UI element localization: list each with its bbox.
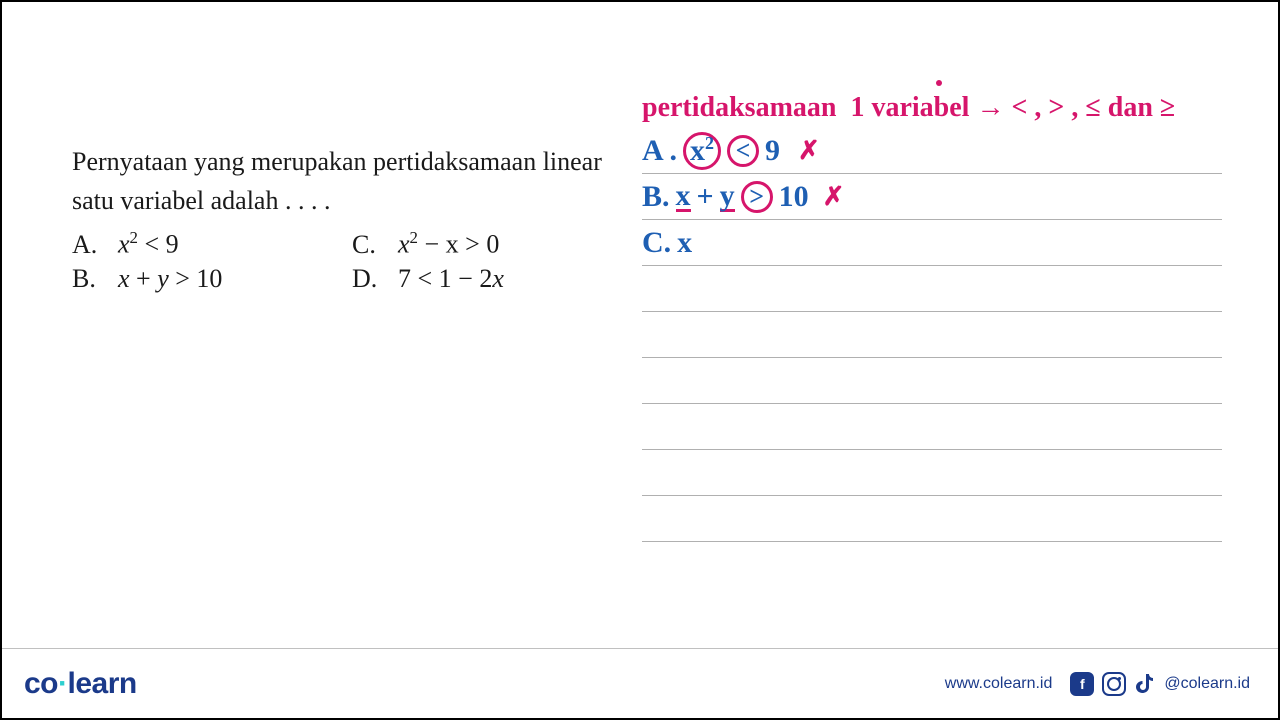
- logo-dot: ·: [58, 667, 68, 700]
- facebook-icon[interactable]: f: [1070, 672, 1094, 696]
- ruled-line: [642, 358, 1222, 404]
- circled-x2: x2: [683, 132, 721, 170]
- work-line-c: C. x: [642, 220, 1222, 266]
- question-panel: Pernyataan yang merupakan pertidaksamaan…: [72, 92, 612, 542]
- option-label-a: A.: [72, 230, 100, 260]
- ruled-line: [642, 404, 1222, 450]
- work-label-b: B.: [642, 180, 670, 214]
- footer-right: www.colearn.id f @colearn.id: [945, 672, 1250, 696]
- option-label-b: B.: [72, 264, 100, 294]
- mark-x-icon: ✗: [823, 182, 845, 212]
- ruled-line: [642, 496, 1222, 542]
- circled-gt: >: [741, 181, 773, 213]
- tiktok-icon[interactable]: [1134, 672, 1156, 696]
- work-line-a: A . x2 < 9 ✗: [642, 128, 1222, 174]
- option-a: A. x2 < 9: [72, 228, 332, 260]
- option-expr-b: x + y > 10: [118, 264, 222, 294]
- option-c: C. x2 − x > 0: [352, 228, 612, 260]
- logo-co: co: [24, 667, 58, 700]
- ruled-line: [642, 450, 1222, 496]
- work-b-after: 10: [779, 180, 809, 214]
- work-a-after: 9: [765, 134, 780, 168]
- option-label-c: C.: [352, 230, 380, 260]
- content-area: Pernyataan yang merupakan pertidaksamaan…: [2, 2, 1278, 542]
- option-expr-c: x2 − x > 0: [398, 228, 499, 260]
- work-label-a: A .: [642, 134, 677, 168]
- option-expr-d: 7 < 1 − 2x: [398, 264, 504, 294]
- option-expr-a: x2 < 9: [118, 228, 179, 260]
- underlined-x: x: [676, 182, 691, 212]
- plus-sign: +: [697, 180, 714, 214]
- social-handle: @colearn.id: [1164, 675, 1250, 693]
- handwriting-panel: pertidaksamaan 1 variabel → < , > , ≤ da…: [642, 92, 1222, 542]
- work-c-var: x: [677, 226, 692, 260]
- question-stem: Pernyataan yang merupakan pertidaksamaan…: [72, 142, 612, 220]
- logo-learn: learn: [68, 667, 137, 700]
- work-label-c: C.: [642, 226, 671, 260]
- work-line-b: B. x + y > 10 ✗: [642, 174, 1222, 220]
- accent-dot: [936, 80, 942, 86]
- ruled-line: [642, 312, 1222, 358]
- instagram-icon[interactable]: [1102, 672, 1126, 696]
- social-icons: f @colearn.id: [1070, 672, 1250, 696]
- mark-x-icon: ✗: [798, 136, 820, 166]
- ruled-line: [642, 266, 1222, 312]
- brand-logo: co·learn: [24, 667, 137, 701]
- option-d: D. 7 < 1 − 2x: [352, 264, 612, 294]
- handwriting-header: pertidaksamaan 1 variabel → < , > , ≤ da…: [642, 92, 1222, 124]
- circled-lt: <: [727, 135, 759, 167]
- option-b: B. x + y > 10: [72, 264, 332, 294]
- option-label-d: D.: [352, 264, 380, 294]
- options-grid: A. x2 < 9 C. x2 − x > 0 B. x + y > 10 D.…: [72, 228, 612, 294]
- underlined-y: y: [720, 182, 735, 212]
- footer: co·learn www.colearn.id f @colearn.id: [2, 648, 1278, 718]
- website-url: www.colearn.id: [945, 675, 1053, 693]
